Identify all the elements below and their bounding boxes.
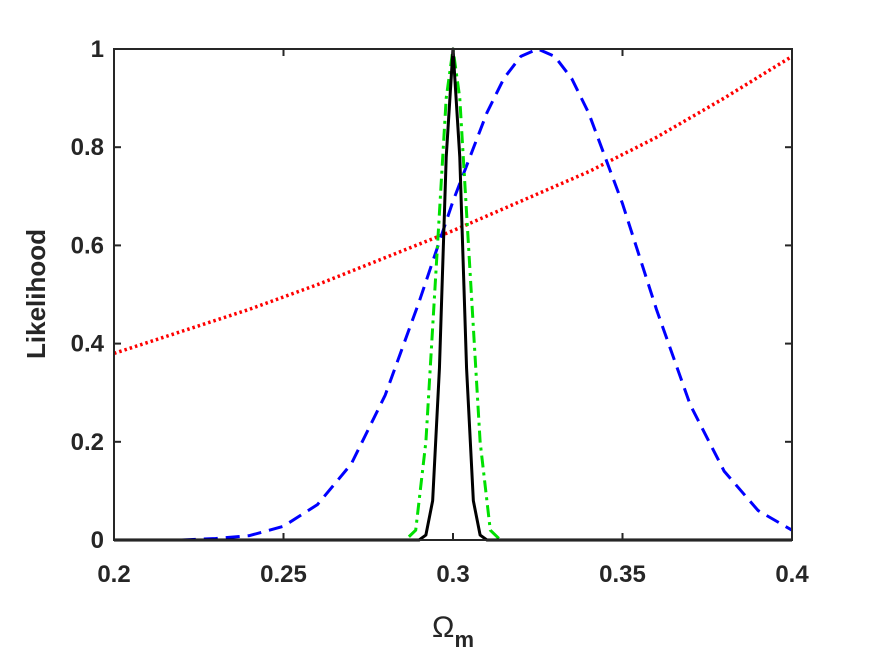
x-axis-label: Ωm (432, 611, 474, 652)
x-tick-label: 0.25 (260, 561, 307, 588)
y-tick-label: 0.6 (71, 232, 104, 259)
y-tick-label: 0.8 (71, 134, 104, 161)
x-tick-label: 0.2 (97, 561, 130, 588)
x-tick-label: 0.3 (436, 561, 469, 588)
x-axis-label-subscript: m (454, 627, 474, 652)
y-axis-label: Likelihood (21, 229, 51, 359)
y-tick-label: 1 (91, 36, 104, 63)
tick-layer (113, 48, 793, 541)
y-tick-label: 0.2 (71, 429, 104, 456)
x-axis-label-symbol: Ω (432, 611, 454, 644)
y-tick-label: 0 (91, 527, 104, 554)
y-tick-label: 0.4 (71, 331, 105, 358)
series-line-1 (113, 54, 793, 356)
x-tick-label: 0.35 (599, 561, 646, 588)
label-layer: 0.2 0.25 0.3 0.35 0.4 0 0.2 0.4 0.6 0.8 1 (71, 36, 810, 588)
series-line-2 (181, 47, 793, 542)
x-tick-label: 0.4 (775, 561, 809, 588)
